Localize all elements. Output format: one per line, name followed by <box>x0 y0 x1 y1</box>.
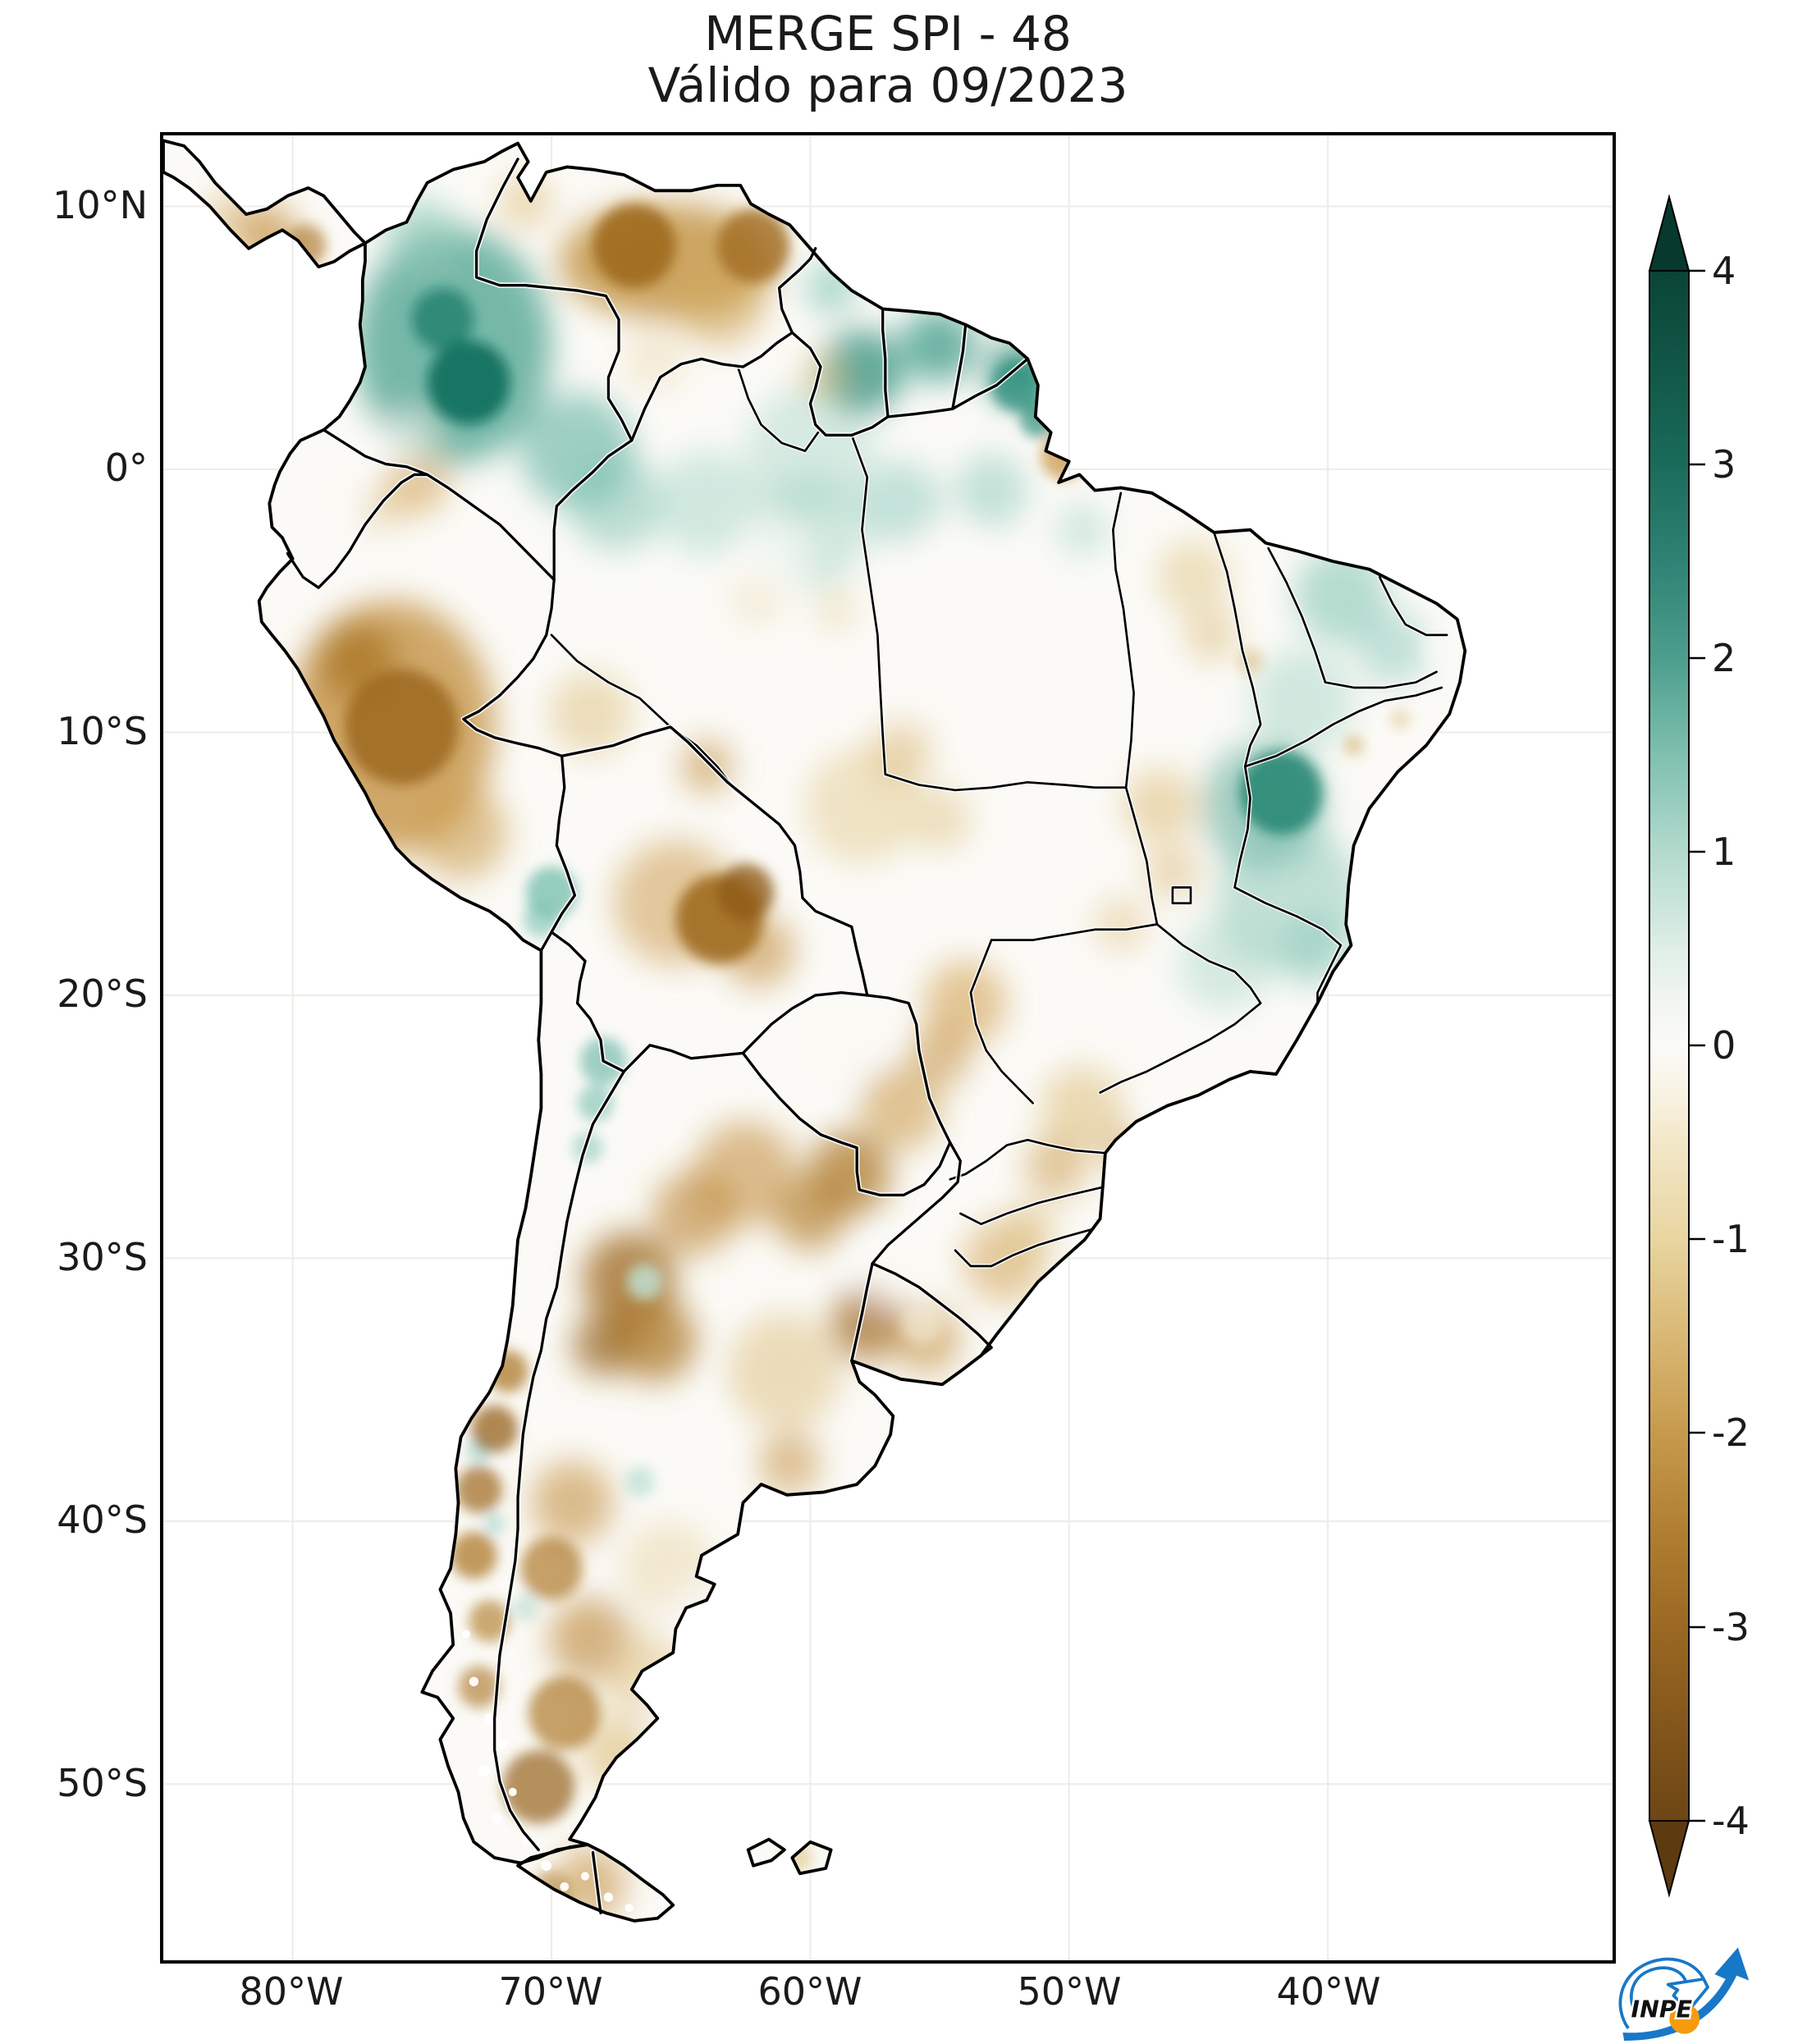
title-block: MERGE SPI - 48 Válido para 09/2023 <box>162 8 1614 111</box>
y-tick-label: 10°N <box>53 183 148 227</box>
y-tick-label: 20°S <box>57 972 148 1016</box>
y-tick-label: 10°S <box>57 709 148 753</box>
inpe-logo-text: INPE <box>1631 1996 1693 2023</box>
y-tick-label: 30°S <box>57 1235 148 1279</box>
x-tick-label: 70°W <box>498 1969 603 2014</box>
chart-title: MERGE SPI - 48 <box>704 6 1072 62</box>
colorbar <box>1648 194 1705 1898</box>
map-plot-area: INPE <box>160 132 1750 2041</box>
y-tick-label: 50°S <box>57 1761 148 1805</box>
colorbar-extend-bottom <box>1648 1820 1690 1898</box>
orange-ball-icon <box>1669 2003 1700 2034</box>
x-tick-label: 80°W <box>239 1969 344 2014</box>
colorbar-tick-label: 2 <box>1712 636 1736 680</box>
y-tick-label: 40°S <box>57 1498 148 1542</box>
colorbar-gradient <box>1649 270 1690 1822</box>
x-tick-label: 60°W <box>757 1969 862 2014</box>
country-borders <box>285 156 1031 1916</box>
inpe-logo: INPE <box>1604 1924 1762 2041</box>
colorbar-tick-label: -3 <box>1712 1605 1750 1649</box>
south-america-map <box>163 135 1613 1960</box>
colorbar-tick-label: 0 <box>1712 1023 1736 1068</box>
colorbar-extend-top <box>1648 194 1690 272</box>
colorbar-tick-label: -2 <box>1712 1411 1750 1455</box>
colorbar-tick-label: 3 <box>1712 442 1736 487</box>
colorbar-tickmarks <box>1689 269 1705 1822</box>
chart-subtitle: Válido para 09/2023 <box>647 57 1128 113</box>
colorbar-tick-label: -1 <box>1712 1217 1750 1261</box>
x-tick-label: 40°W <box>1276 1969 1381 2014</box>
colorbar-tick-label: -4 <box>1712 1799 1750 1843</box>
colorbar-tick-label: 4 <box>1712 249 1736 293</box>
x-tick-label: 50°W <box>1017 1969 1122 2014</box>
colorbar-tick-label: 1 <box>1712 830 1736 874</box>
orbit-icon <box>1618 1957 1705 2030</box>
y-tick-label: 0° <box>104 446 148 490</box>
state-borders <box>549 364 1450 1269</box>
